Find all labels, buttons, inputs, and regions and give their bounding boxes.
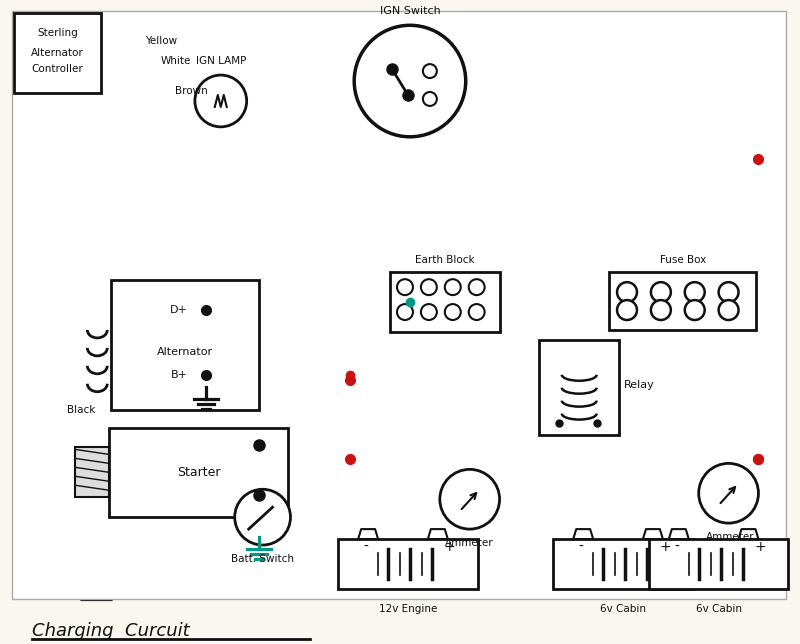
Bar xyxy=(390,272,499,332)
Bar xyxy=(111,280,258,410)
Text: +: + xyxy=(444,540,455,554)
Text: Batt. Switch: Batt. Switch xyxy=(231,554,294,564)
Circle shape xyxy=(354,25,466,137)
Circle shape xyxy=(617,282,637,302)
Text: -: - xyxy=(578,540,584,554)
Text: Ammeter: Ammeter xyxy=(706,532,755,542)
Text: Black: Black xyxy=(67,404,95,415)
Circle shape xyxy=(469,304,485,320)
Text: Relay: Relay xyxy=(623,380,654,390)
Circle shape xyxy=(440,469,499,529)
Text: 6v Cabin: 6v Cabin xyxy=(600,604,646,614)
Text: Charging  Curcuit: Charging Curcuit xyxy=(31,621,190,639)
Text: Starter: Starter xyxy=(177,466,221,479)
Circle shape xyxy=(397,279,413,295)
Bar xyxy=(110,428,289,517)
Text: Sterling: Sterling xyxy=(37,28,78,38)
Text: White: White xyxy=(161,56,191,66)
Text: D+: D+ xyxy=(170,305,188,315)
Text: 6v Cabin: 6v Cabin xyxy=(696,604,742,614)
Circle shape xyxy=(423,92,437,106)
Circle shape xyxy=(445,304,461,320)
Circle shape xyxy=(423,64,437,78)
Circle shape xyxy=(421,304,437,320)
Text: B+: B+ xyxy=(170,370,187,380)
Text: -: - xyxy=(364,540,369,554)
Text: Ammeter: Ammeter xyxy=(446,538,494,548)
Text: Fuse Box: Fuse Box xyxy=(660,255,706,265)
Text: Yellow: Yellow xyxy=(145,36,177,46)
Circle shape xyxy=(685,282,705,302)
Circle shape xyxy=(469,279,485,295)
Bar xyxy=(14,14,102,93)
Text: Alternator: Alternator xyxy=(157,347,213,357)
Circle shape xyxy=(651,300,671,320)
Bar xyxy=(554,539,693,589)
Bar xyxy=(338,539,478,589)
Circle shape xyxy=(397,304,413,320)
Text: Earth Block: Earth Block xyxy=(415,255,474,265)
Text: IGN Switch: IGN Switch xyxy=(379,6,440,16)
Bar xyxy=(539,340,619,435)
Bar xyxy=(75,448,110,497)
Bar xyxy=(649,539,788,589)
Circle shape xyxy=(421,279,437,295)
Circle shape xyxy=(195,75,246,127)
Text: Alternator: Alternator xyxy=(31,48,84,58)
Circle shape xyxy=(698,464,758,523)
Text: -: - xyxy=(674,540,679,554)
Circle shape xyxy=(445,279,461,295)
Text: +: + xyxy=(659,540,670,554)
Text: 12v Engine: 12v Engine xyxy=(378,604,437,614)
Circle shape xyxy=(718,282,738,302)
Text: +: + xyxy=(754,540,766,554)
Text: IGN LAMP: IGN LAMP xyxy=(195,56,246,66)
Circle shape xyxy=(651,282,671,302)
Text: Brown: Brown xyxy=(174,86,207,96)
Circle shape xyxy=(234,489,290,545)
Circle shape xyxy=(617,300,637,320)
Circle shape xyxy=(685,300,705,320)
Text: Controller: Controller xyxy=(32,64,83,74)
Bar xyxy=(609,272,757,330)
Circle shape xyxy=(718,300,738,320)
